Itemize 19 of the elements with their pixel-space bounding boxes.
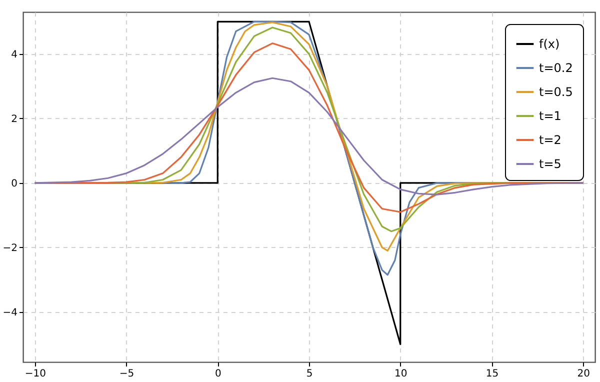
x-tick-label: 10 [394, 368, 408, 380]
x-tick-label: −5 [119, 368, 134, 380]
legend-label: t=2 [539, 133, 562, 147]
y-tick-label: 2 [11, 114, 18, 125]
y-tick-label: −2 [2, 242, 18, 254]
line-series [34, 77, 584, 196]
x-tick-label: 5 [306, 368, 313, 380]
x-tick-label: 0 [214, 368, 222, 380]
legend-label: t=5 [539, 157, 562, 171]
x-tick-label: −10 [24, 368, 46, 380]
y-tick-label: 4 [11, 49, 18, 60]
legend-label: t=1 [539, 109, 562, 123]
y-tick-label: 0 [11, 178, 18, 190]
legend-label: t=0.5 [539, 85, 573, 99]
x-tick-label: 20 [577, 368, 590, 380]
y-tick-label: −4 [2, 308, 18, 318]
legend-label: t=0.2 [539, 61, 573, 75]
legend-label: f(x) [539, 37, 560, 51]
x-tick-label: 15 [486, 368, 499, 380]
